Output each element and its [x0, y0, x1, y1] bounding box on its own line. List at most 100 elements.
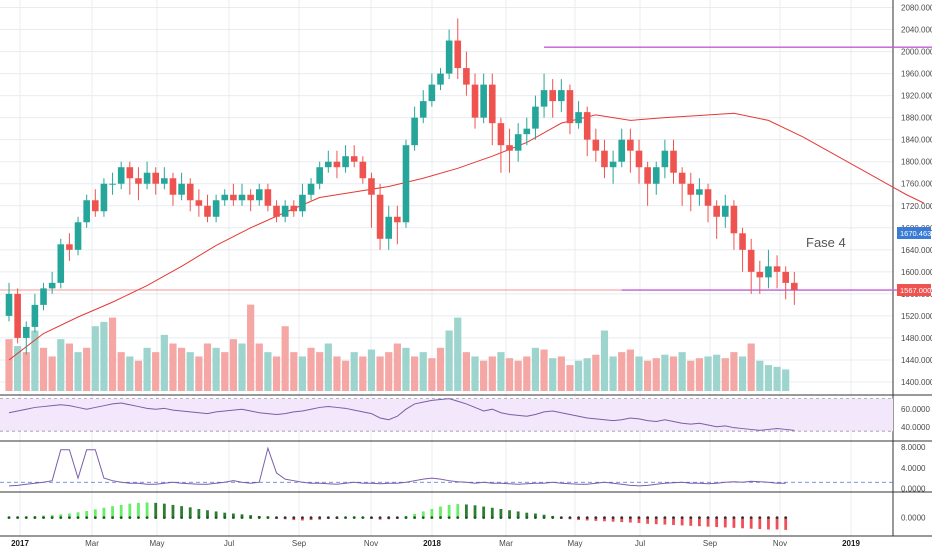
- volume-layer: [5, 304, 790, 391]
- candle-body: [74, 222, 82, 250]
- candle: [135, 167, 142, 201]
- volume-bar: [143, 347, 151, 391]
- candle-body: [247, 194, 254, 201]
- volume-bar: [738, 356, 747, 391]
- volume-bar: [117, 352, 125, 391]
- candle: [532, 95, 539, 140]
- histogram-bar: [490, 507, 494, 518]
- candle: [506, 128, 513, 173]
- histogram-zero-dot: [154, 516, 158, 519]
- histogram-zero-dot: [266, 516, 270, 519]
- histogram-zero-dot: [76, 516, 80, 519]
- price-axis-tick-label: 1960.000: [901, 70, 932, 79]
- volume-bar: [376, 356, 384, 391]
- candle: [143, 161, 151, 190]
- histogram-zero-dot: [137, 516, 140, 519]
- grid-layer: [0, 0, 893, 536]
- candle-body: [445, 40, 453, 74]
- volume-bar: [238, 343, 246, 391]
- histogram-zero-dot: [404, 516, 408, 519]
- volume-bar: [678, 352, 686, 391]
- histogram-zero-dot: [171, 516, 175, 519]
- histogram-zero-dot: [128, 516, 132, 519]
- candle-body: [48, 282, 56, 289]
- candle-body: [704, 189, 712, 206]
- candle-body: [169, 178, 177, 195]
- histogram-bar: [206, 510, 209, 518]
- volume-bar: [212, 347, 220, 391]
- volume-bar: [462, 352, 470, 391]
- volume-bar: [272, 356, 281, 391]
- candle: [57, 238, 65, 289]
- candle-body: [66, 244, 73, 250]
- volume-bar: [385, 352, 393, 391]
- volume-bar: [195, 356, 203, 391]
- candle-body: [583, 112, 591, 140]
- candle: [376, 183, 384, 250]
- candle-body: [488, 84, 496, 124]
- histogram-bar: [214, 511, 218, 518]
- volume-bar: [540, 349, 548, 391]
- price-axis-tick-label: 1920.000: [901, 92, 932, 101]
- candle-body: [376, 194, 384, 239]
- volume-bar: [713, 354, 721, 391]
- candle-body: [497, 123, 505, 146]
- candle-body: [212, 200, 220, 217]
- histogram-bar: [499, 508, 503, 518]
- volume-bar: [549, 358, 557, 391]
- histogram-bar: [111, 506, 114, 518]
- volume-bar: [514, 360, 522, 391]
- time-axis-tick-label: 2017: [11, 539, 29, 548]
- candle: [255, 183, 263, 206]
- candle-body: [627, 139, 634, 151]
- histogram-zero-dot: [525, 516, 529, 519]
- histogram-zero-dot: [551, 516, 555, 519]
- histogram-zero-dot: [387, 516, 391, 519]
- histogram-zero-dot: [361, 516, 365, 519]
- histogram-bar: [689, 517, 693, 526]
- histogram-bar: [663, 517, 667, 525]
- candle: [402, 139, 410, 228]
- volume-bar: [22, 352, 30, 391]
- volume-bar: [74, 352, 82, 391]
- candle-body: [463, 68, 470, 85]
- candle-body: [730, 205, 738, 234]
- volume-bar: [333, 356, 341, 391]
- oscillator-axis-label: 40.0000: [901, 423, 930, 432]
- histogram-bar: [93, 509, 97, 518]
- volume-bar: [83, 347, 91, 391]
- histogram-zero-dot: [508, 516, 511, 519]
- level-lines: [0, 46, 932, 291]
- histogram-bar: [611, 517, 615, 522]
- histogram-zero-dot: [775, 516, 779, 519]
- volume-bar: [523, 356, 531, 391]
- price-axis-tick-label: 1480.000: [901, 334, 932, 343]
- candle-body: [195, 200, 203, 206]
- candle-body: [135, 178, 142, 184]
- candle-body: [739, 233, 746, 250]
- volume-bar: [574, 360, 583, 391]
- moving-average-line: [8, 112, 924, 361]
- candle-body: [290, 205, 298, 212]
- candle-body: [143, 172, 151, 184]
- volume-bar: [126, 356, 134, 391]
- histogram-zero-dot: [180, 516, 184, 519]
- histogram-zero-dot: [301, 516, 304, 519]
- candle: [791, 271, 798, 305]
- histogram-zero-dot: [283, 516, 287, 519]
- candle-body: [299, 194, 306, 212]
- candle: [316, 161, 323, 190]
- candle-body: [40, 288, 47, 305]
- time-axis-tick-label: Jul: [224, 539, 234, 548]
- price-tag-box: [897, 284, 931, 297]
- histogram-zero-dot: [335, 516, 339, 519]
- candle: [739, 227, 746, 272]
- histogram-bar: [542, 514, 546, 518]
- volume-bar: [747, 343, 755, 391]
- histogram-zero-dot: [672, 516, 675, 519]
- candle-body: [575, 112, 582, 124]
- candle: [540, 73, 548, 118]
- volume-bar: [557, 356, 565, 391]
